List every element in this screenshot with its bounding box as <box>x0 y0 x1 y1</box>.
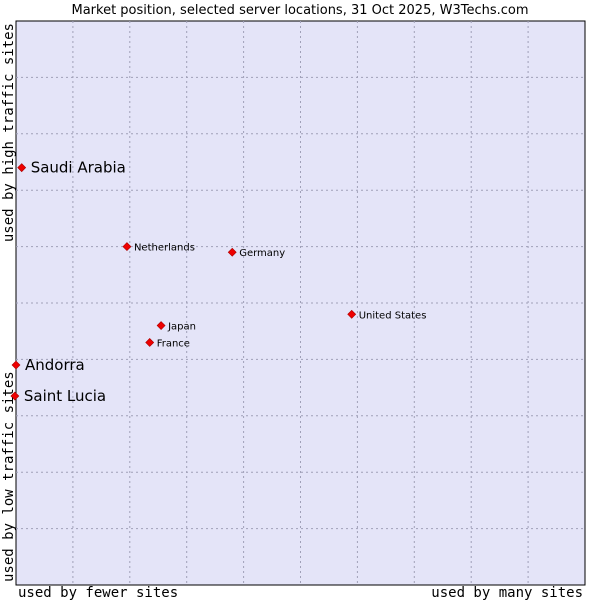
point-label: Andorra <box>25 356 85 374</box>
data-point-japan: Japan <box>156 321 196 333</box>
data-point-netherlands: Netherlands <box>122 242 195 254</box>
data-point-saudi-arabia: Saudi Arabia <box>17 159 126 177</box>
data-point-united-states: United States <box>347 309 427 321</box>
point-label: Germany <box>239 248 285 259</box>
chart-title: Market position, selected server locatio… <box>71 3 528 18</box>
point-label: Saint Lucia <box>24 387 106 405</box>
point-marker <box>227 247 237 257</box>
data-points: Saudi Arabia Netherlands Germany United Sta… <box>10 159 427 405</box>
y-axis-label-bottom: used by low traffic sites <box>1 371 17 582</box>
data-point-andorra: Andorra <box>11 356 85 374</box>
x-axis-label-left: used by fewer sites <box>18 585 178 600</box>
point-label: Netherlands <box>134 243 195 254</box>
point-label: Saudi Arabia <box>31 159 126 177</box>
point-label: Japan <box>167 322 196 333</box>
point-marker <box>17 163 27 173</box>
point-label: France <box>157 338 190 349</box>
data-point-france: France <box>145 338 190 349</box>
grid-lines <box>16 21 585 585</box>
point-marker <box>156 321 166 330</box>
point-marker <box>10 391 20 401</box>
point-label: United States <box>359 310 427 321</box>
point-marker <box>145 338 155 347</box>
y-axis-label-top: used by high traffic sites <box>1 23 17 242</box>
data-point-saint-lucia: Saint Lucia <box>10 387 106 405</box>
data-point-germany: Germany <box>227 247 285 259</box>
point-marker <box>347 309 357 319</box>
x-axis-label-right: used by many sites <box>431 585 583 600</box>
point-marker <box>11 360 21 370</box>
point-marker <box>122 242 132 252</box>
